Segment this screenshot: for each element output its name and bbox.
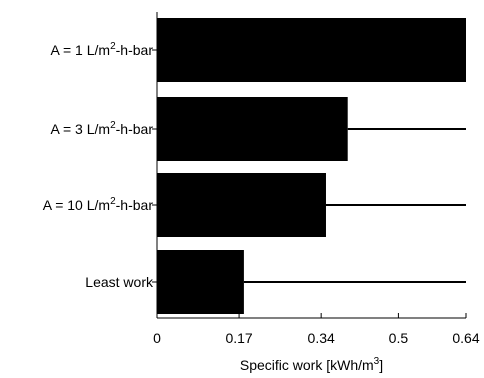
category-label-1: A = 1 L/m2-h-bar [51, 41, 154, 58]
ticks-layer: 0 0.17 0.34 0.5 0.64 [152, 49, 480, 346]
category-label-4: Least work [85, 274, 154, 290]
category-labels-layer: A = 1 L/m2-h-bar A = 3 L/m2-h-bar A = 10 L… [43, 41, 154, 290]
x-tick-label-2: 0.17 [225, 330, 252, 346]
category-label-3: A = 10 L/m2-h-bar [43, 196, 154, 213]
bar-4 [157, 250, 244, 314]
x-axis-label: Specific work [kWh/m3] [240, 356, 383, 373]
x-tick-label-5: 0.64 [452, 330, 479, 346]
x-tick-label-4: 0.5 [389, 330, 409, 346]
axes-layer [156, 12, 466, 319]
category-label-2: A = 3 L/m2-h-bar [51, 120, 154, 137]
bar-2 [157, 97, 348, 161]
bars-layer [157, 18, 466, 314]
reference-lines-layer [243, 128, 466, 283]
bar-1 [157, 18, 466, 82]
x-tick-label-3: 0.34 [308, 330, 335, 346]
bar-3 [157, 173, 326, 237]
x-tick-label-1: 0 [153, 330, 161, 346]
